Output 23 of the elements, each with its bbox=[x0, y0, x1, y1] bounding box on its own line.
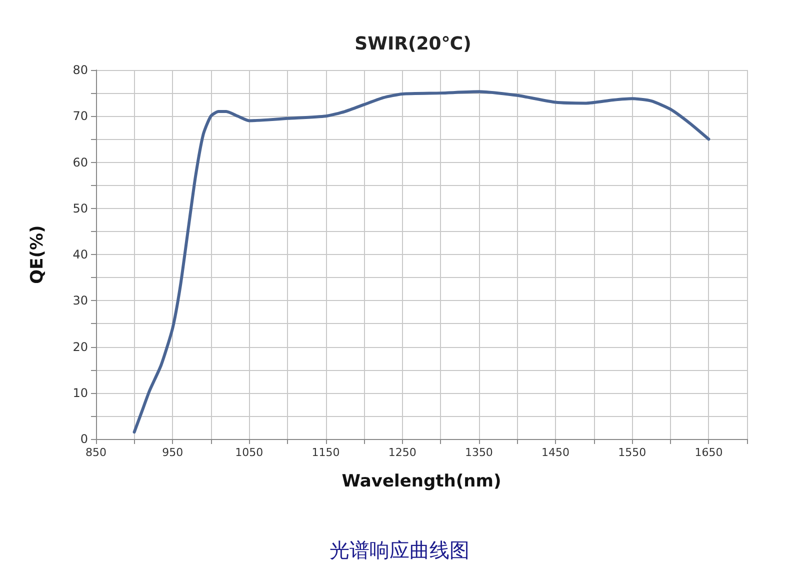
x-tick-label: 1050 bbox=[235, 446, 264, 459]
x-tick-label: 850 bbox=[86, 446, 106, 459]
text: 光谱响应曲线图 bbox=[330, 538, 470, 562]
line-series bbox=[132, 90, 710, 434]
y-tick-label: 80 bbox=[72, 63, 88, 77]
y-tick-label: 10 bbox=[72, 386, 88, 400]
x-tick-label: 1350 bbox=[464, 446, 493, 459]
chart-title: SWIR(20℃) bbox=[354, 34, 472, 54]
x-tick-label: 1650 bbox=[694, 446, 723, 459]
x-tick-label: 1250 bbox=[388, 446, 416, 459]
y-tick-label: 70 bbox=[72, 109, 88, 124]
y-tick-label: 60 bbox=[72, 155, 88, 170]
x-tick-label: 1150 bbox=[312, 446, 340, 459]
y-tick-label: 50 bbox=[72, 201, 88, 216]
y-tick-label: 40 bbox=[72, 248, 88, 262]
y-tick-label: 20 bbox=[72, 340, 88, 354]
x-axis-title: Wavelength(nm) bbox=[342, 472, 502, 492]
x-tick-label: 950 bbox=[162, 446, 184, 459]
y-tick-label: 0 bbox=[80, 432, 88, 446]
y-axis-title: QE(%) bbox=[28, 225, 48, 284]
y-tick-label: 30 bbox=[72, 294, 88, 308]
x-tick-label: 1550 bbox=[618, 446, 646, 459]
x-tick-label: 1450 bbox=[542, 446, 570, 459]
